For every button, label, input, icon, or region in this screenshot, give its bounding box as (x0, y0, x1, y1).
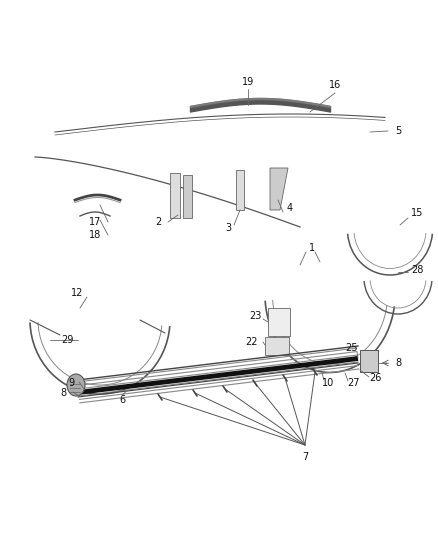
Text: 17: 17 (89, 217, 101, 227)
Text: 28: 28 (411, 265, 423, 275)
Text: 22: 22 (246, 337, 258, 347)
Text: 2: 2 (155, 217, 161, 227)
FancyBboxPatch shape (265, 337, 289, 355)
Text: 12: 12 (71, 288, 83, 298)
FancyBboxPatch shape (183, 175, 192, 218)
Text: 4: 4 (287, 203, 293, 213)
Text: 29: 29 (61, 335, 73, 345)
Text: 23: 23 (249, 311, 261, 321)
Text: 1: 1 (309, 243, 315, 253)
Text: 19: 19 (242, 77, 254, 87)
Text: 15: 15 (411, 208, 423, 218)
Text: 6: 6 (119, 395, 125, 405)
Text: 18: 18 (89, 230, 101, 240)
FancyBboxPatch shape (268, 308, 290, 336)
Ellipse shape (67, 374, 85, 396)
Polygon shape (270, 168, 288, 210)
Text: 25: 25 (346, 343, 358, 353)
FancyBboxPatch shape (170, 173, 180, 218)
Text: 7: 7 (302, 452, 308, 462)
FancyBboxPatch shape (236, 170, 244, 210)
FancyBboxPatch shape (360, 350, 378, 372)
Text: 5: 5 (395, 126, 401, 136)
Text: 10: 10 (322, 378, 334, 388)
Text: 8: 8 (395, 358, 401, 368)
Text: 16: 16 (329, 80, 341, 90)
Text: 8: 8 (60, 388, 66, 398)
Text: 26: 26 (369, 373, 381, 383)
Text: 9: 9 (68, 378, 74, 388)
Text: 3: 3 (225, 223, 231, 233)
Text: 27: 27 (347, 378, 359, 388)
